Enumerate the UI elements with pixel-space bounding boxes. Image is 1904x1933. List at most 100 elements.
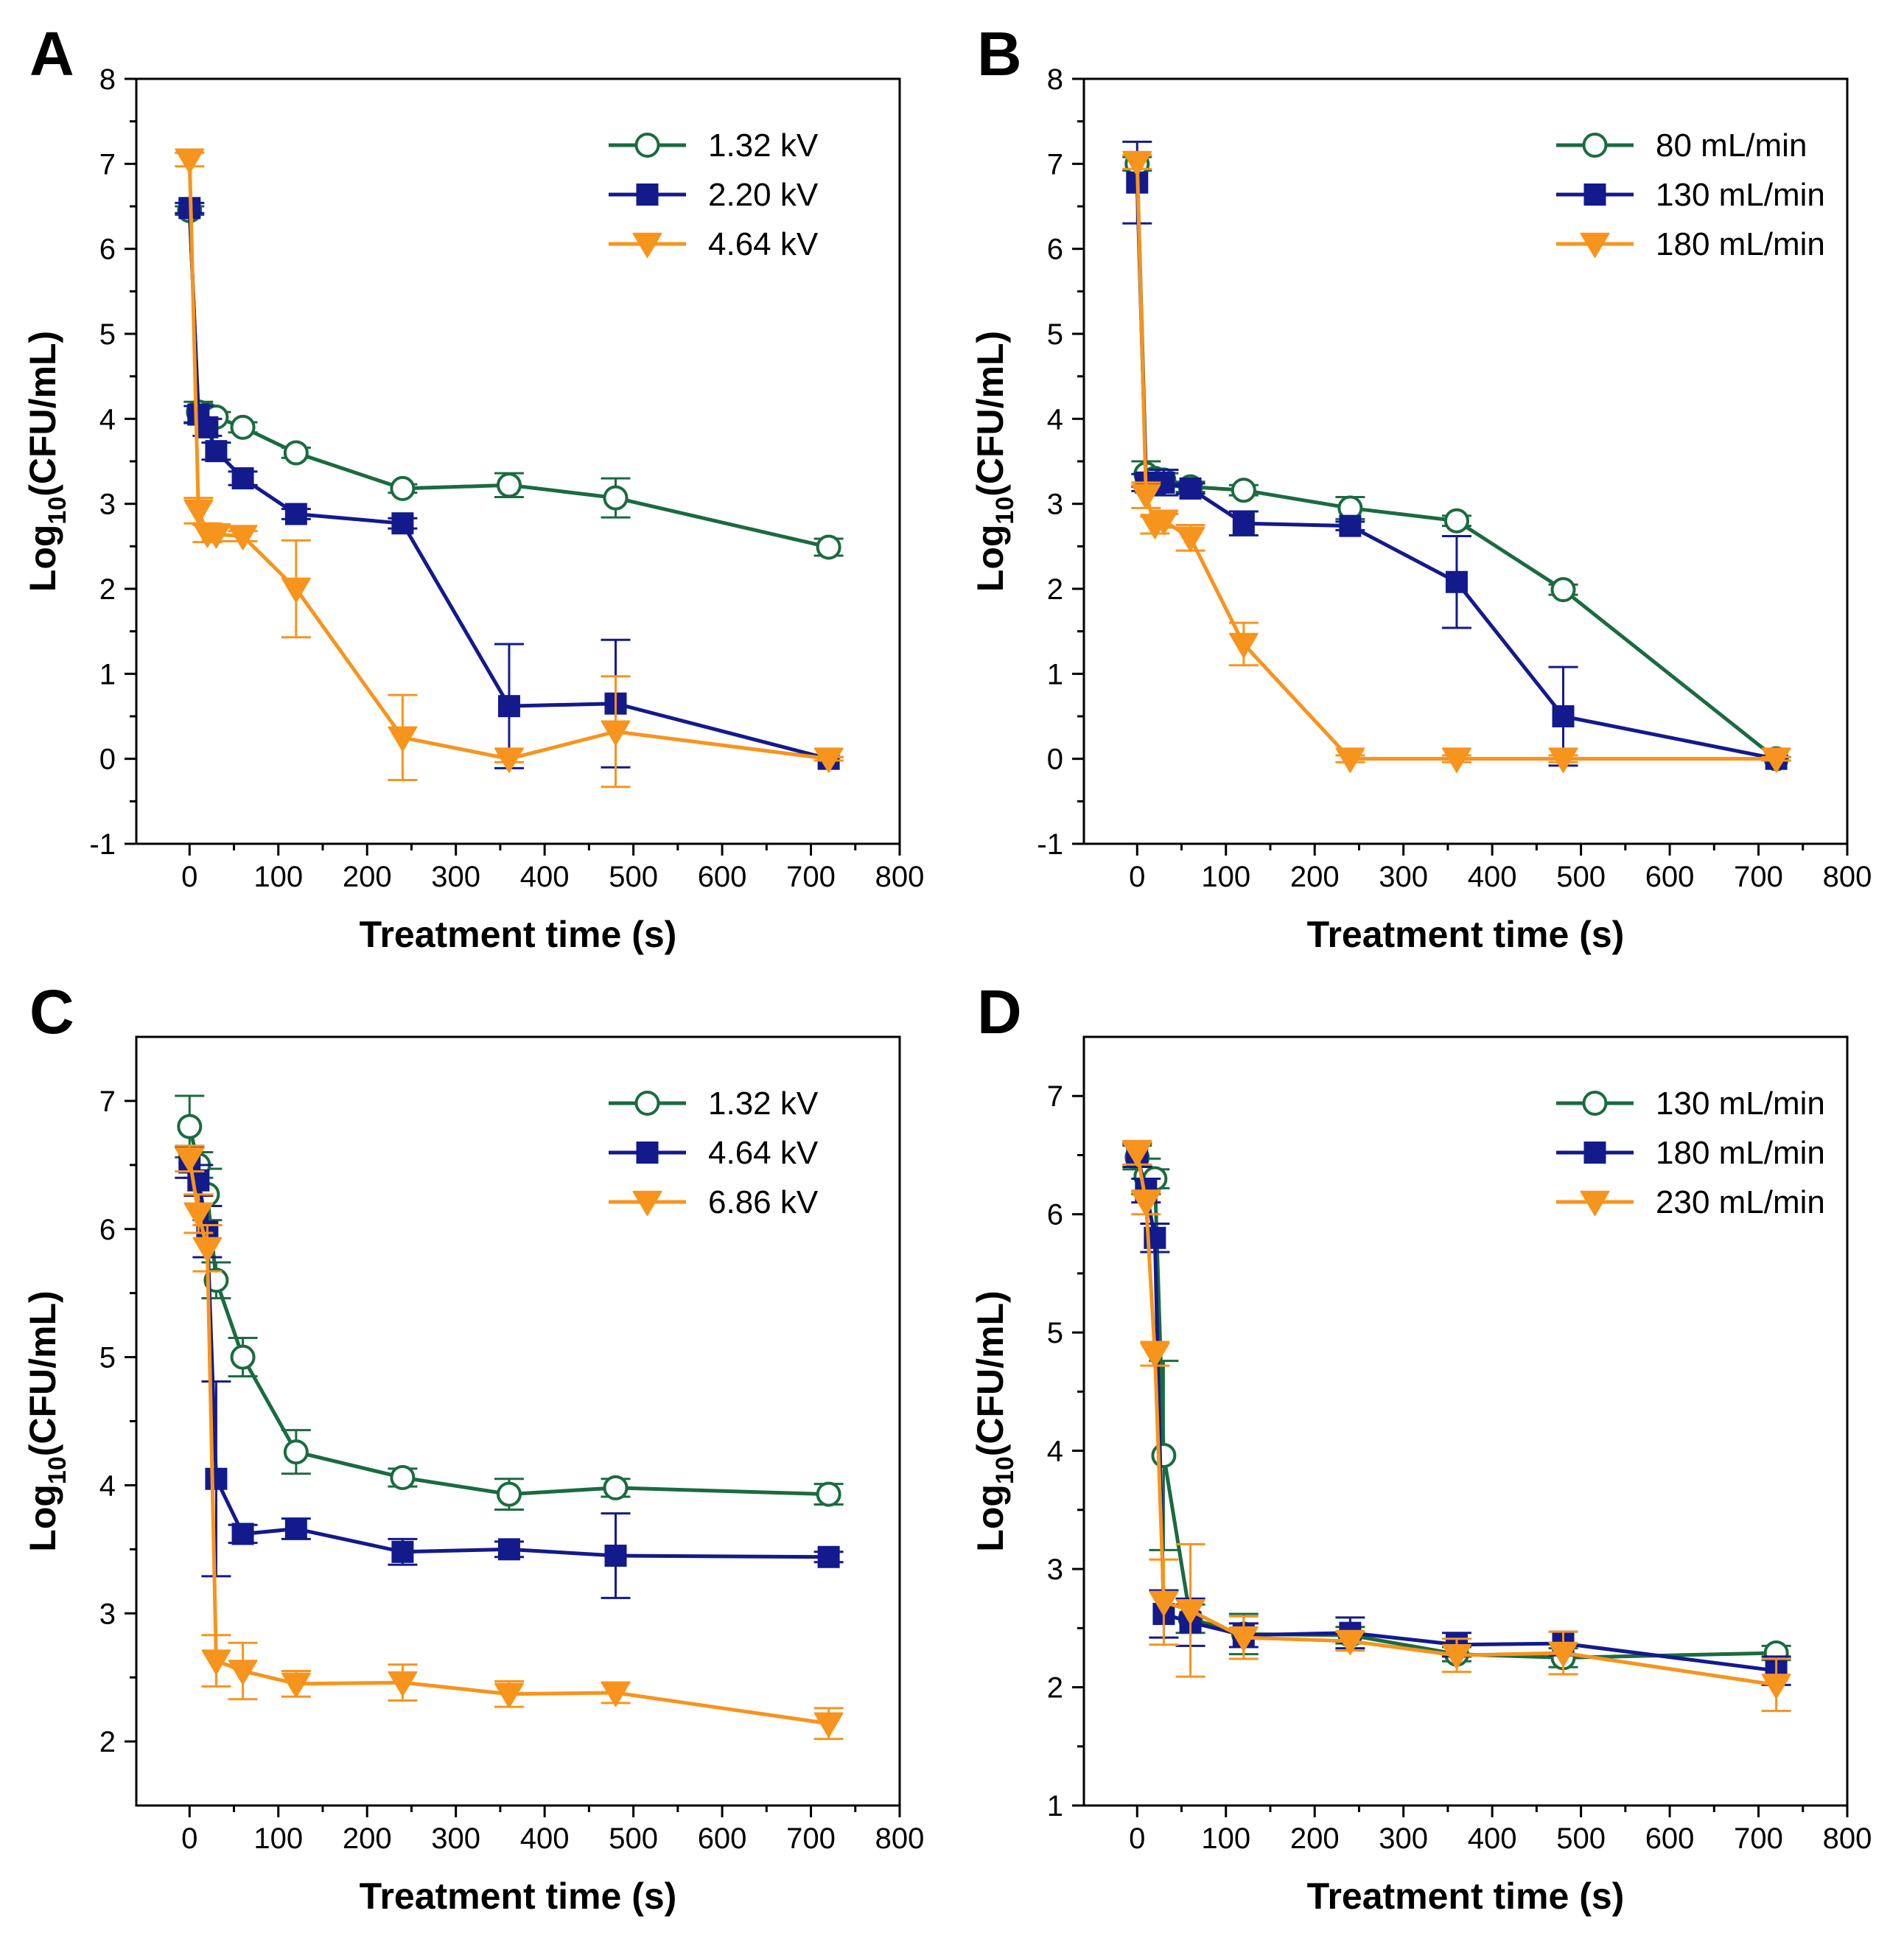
y-tick-label: 6 bbox=[99, 234, 116, 266]
legend-a: 1.32 kV 2.20 kV 4.64 kV bbox=[609, 127, 819, 262]
legend-label: 1.32 kV bbox=[708, 1086, 819, 1122]
series-a-3 bbox=[175, 148, 844, 789]
y-tick-label: 7 bbox=[99, 1086, 116, 1118]
data-point bbox=[1131, 483, 1161, 510]
legend-label: 80 mL/min bbox=[1656, 127, 1807, 164]
data-point bbox=[1232, 512, 1255, 535]
y-tick-label: -1 bbox=[1037, 828, 1063, 861]
x-tick-label: 400 bbox=[520, 861, 570, 893]
y-axis-title-main: Log bbox=[970, 525, 1011, 593]
data-point bbox=[1552, 705, 1575, 727]
data-point bbox=[1548, 747, 1578, 773]
x-tick-label: 0 bbox=[1129, 861, 1145, 893]
y-tick-label: 3 bbox=[1047, 1553, 1063, 1586]
series-line bbox=[1135, 1156, 1777, 1660]
x-tick-label: 200 bbox=[343, 861, 392, 893]
y-tick-label: 4 bbox=[1047, 1436, 1063, 1468]
x-tick-label: 0 bbox=[181, 861, 197, 893]
legend-marker bbox=[634, 1091, 660, 1116]
data-point bbox=[1761, 1674, 1791, 1699]
data-point bbox=[1175, 526, 1205, 552]
x-tick-label: 300 bbox=[1379, 1822, 1428, 1855]
x-tick-label: 400 bbox=[1468, 1822, 1517, 1855]
panel-letter-d: D bbox=[977, 977, 1022, 1046]
series-line bbox=[187, 1126, 829, 1497]
legend-label: 130 mL/min bbox=[1656, 177, 1825, 213]
x-tick-label: 800 bbox=[1823, 861, 1872, 893]
data-point bbox=[230, 1344, 256, 1370]
data-point bbox=[1441, 1643, 1471, 1670]
legend-marker bbox=[1582, 133, 1608, 158]
data-point bbox=[228, 525, 258, 550]
y-tick-label: 8 bbox=[99, 63, 116, 96]
panel-b: B 0 100 200 300 400 500 600 700 800 -1 0 1 2 3 4 5 6 7 8 Tre… bbox=[970, 19, 1872, 955]
x-tick-label: 400 bbox=[520, 1822, 570, 1855]
data-point bbox=[388, 1671, 418, 1697]
y-axis-title-rest: (CFU/mL) bbox=[970, 331, 1011, 497]
x-tick-label: 0 bbox=[181, 1822, 197, 1855]
legend-label: 4.64 kV bbox=[708, 226, 819, 262]
data-point bbox=[1335, 1629, 1365, 1656]
data-point bbox=[391, 512, 414, 535]
x-tick-label: 500 bbox=[1556, 1822, 1606, 1855]
y-tick-label: -1 bbox=[89, 828, 116, 861]
x-tick-label: 700 bbox=[786, 861, 836, 893]
data-point bbox=[283, 1439, 309, 1465]
legend-d: 130 mL/min 180 mL/min 230 mL/min bbox=[1556, 1086, 1825, 1220]
data-point bbox=[816, 534, 841, 560]
y-axis-title-subscript: 10 bbox=[43, 1456, 71, 1484]
y-tick-label: 2 bbox=[1047, 1672, 1063, 1705]
y-tick-label: 3 bbox=[1047, 489, 1063, 521]
legend-marker bbox=[1582, 1091, 1608, 1116]
x-tick-label: 700 bbox=[786, 1822, 836, 1855]
y-tick-label: 0 bbox=[99, 744, 116, 776]
data-point bbox=[281, 1672, 311, 1698]
legend-label: 4.64 kV bbox=[708, 1135, 819, 1171]
panel-letter-c: C bbox=[29, 977, 74, 1046]
data-point bbox=[496, 1481, 522, 1507]
data-point bbox=[228, 1660, 258, 1685]
x-tick-label: 500 bbox=[1556, 861, 1606, 893]
x-tick-label: 300 bbox=[431, 861, 480, 893]
y-axis-title-rest: (CFU/mL) bbox=[22, 331, 63, 497]
data-point bbox=[817, 1545, 840, 1568]
x-tick-label: 100 bbox=[253, 861, 303, 893]
y-tick-label: 8 bbox=[1047, 63, 1063, 96]
data-point bbox=[813, 1712, 844, 1738]
y-axis-title-b: Log10(CFU/mL) bbox=[970, 331, 1019, 592]
legend-c: 1.32 kV 4.64 kV 6.86 kV bbox=[609, 1086, 819, 1220]
legend-marker bbox=[1583, 1142, 1606, 1164]
data-point bbox=[603, 485, 629, 511]
data-point bbox=[175, 148, 205, 174]
data-point bbox=[196, 416, 219, 438]
series-line bbox=[187, 159, 829, 761]
y-tick-label: 6 bbox=[1047, 1199, 1063, 1231]
series-d-3 bbox=[1122, 1139, 1791, 1713]
data-point bbox=[1149, 1590, 1179, 1617]
data-point bbox=[192, 1237, 223, 1262]
data-point bbox=[284, 1517, 307, 1540]
data-point bbox=[497, 1538, 520, 1561]
legend-b: 80 mL/min 130 mL/min 180 mL/min bbox=[1556, 127, 1825, 262]
series-line bbox=[187, 1158, 829, 1726]
data-point bbox=[284, 503, 307, 525]
data-point bbox=[175, 1147, 205, 1173]
y-axis-title-a: Log10(CFU/mL) bbox=[22, 331, 71, 592]
y-axis-title-subscript: 10 bbox=[43, 497, 71, 525]
x-tick-label: 100 bbox=[1201, 861, 1250, 893]
data-point bbox=[390, 1464, 416, 1490]
y-tick-label: 7 bbox=[1047, 148, 1063, 181]
y-tick-label: 6 bbox=[99, 1214, 116, 1246]
legend-marker bbox=[1580, 232, 1610, 259]
y-tick-label: 2 bbox=[99, 573, 116, 606]
data-point bbox=[1548, 1641, 1578, 1668]
legend-marker bbox=[636, 183, 659, 206]
y-axis-title-subscript: 10 bbox=[991, 1456, 1019, 1484]
data-point bbox=[1550, 577, 1576, 603]
data-point bbox=[1445, 570, 1468, 593]
panel-letter-a: A bbox=[29, 19, 74, 88]
y-tick-label: 6 bbox=[1047, 234, 1063, 266]
x-axis-title-b: Treatment time (s) bbox=[1307, 914, 1625, 955]
data-point bbox=[230, 414, 256, 440]
x-tick-label: 500 bbox=[609, 861, 658, 893]
